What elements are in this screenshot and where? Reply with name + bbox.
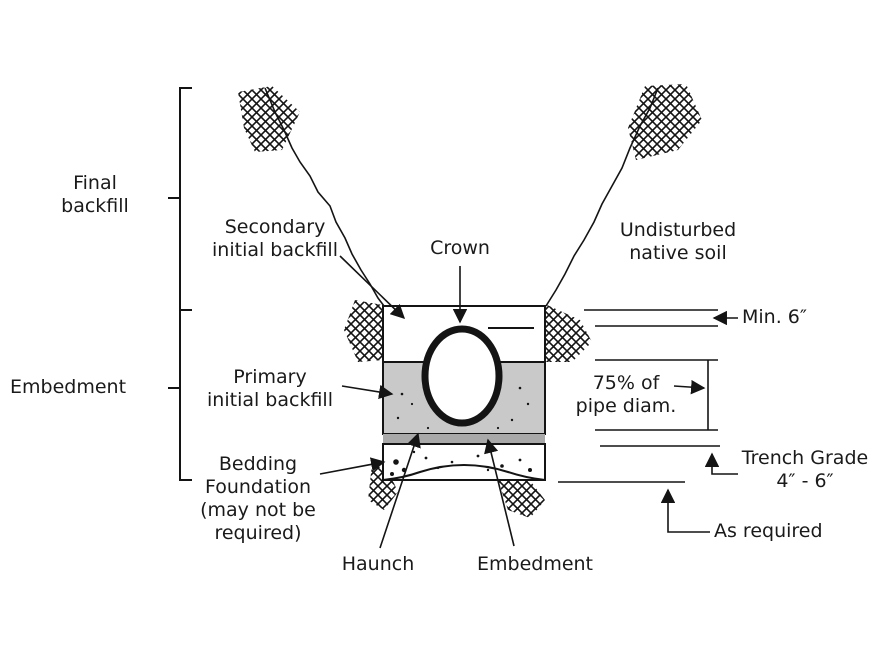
haunch-arrow [379,432,421,549]
embedment-bracket [168,309,192,481]
haunch-label: Haunch [341,553,415,575]
secondary-initial-backfill-label: Secondary initial backfill [212,216,338,261]
embedment-bottom-label: Embedment [476,553,594,575]
trench-grade-label: Trench Grade 4″ - 6″ [741,447,869,492]
bedding-gravel [390,386,532,476]
left-trench-wall [264,87,385,307]
embedment-arrow [484,438,515,547]
as-required-arrow [660,488,710,533]
native-soil-hatching [238,84,702,518]
primary-arrow [341,384,394,400]
as-required-label: As required [714,520,823,542]
bedding-arrow [319,457,386,475]
pct-arrow [673,379,706,395]
right-trench-wall [545,87,659,307]
trench-grade-arrow [704,452,738,475]
min-cover-label: Min. 6″ [742,306,807,328]
embedment-side-label: Embedment [10,376,127,398]
final-backfill-label: Final backfill [61,172,129,217]
arrows [319,255,738,549]
pipe [421,325,503,427]
pct-pipe-diam-label: 75% of pipe diam. [575,372,677,417]
undisturbed-native-soil-label: Undisturbed native soil [619,219,737,264]
bedding-zone [382,443,546,481]
crown-label: Crown [430,237,490,259]
haunch-band [383,434,545,444]
bedding-foundation-label: Bedding Foundation (may not be required) [200,453,316,544]
secondary-arrow [339,255,406,320]
dimension-lines [558,309,720,483]
final-backfill-bracket [168,87,192,311]
primary-initial-backfill-label: Primary initial backfill [207,366,333,411]
